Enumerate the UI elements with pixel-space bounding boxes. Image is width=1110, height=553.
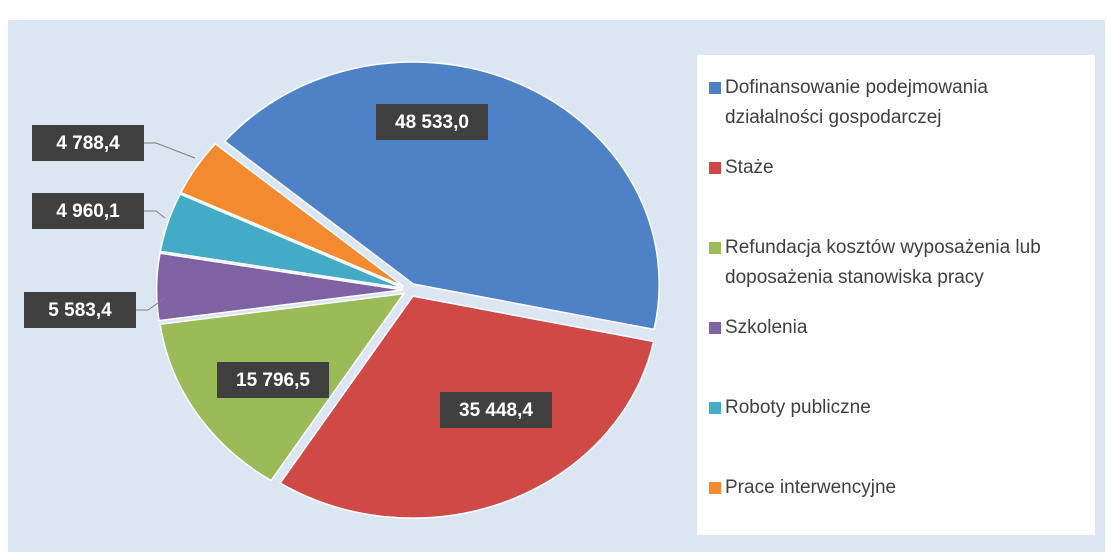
leader-line: [143, 142, 196, 159]
legend-item: Prace interwencyjne: [709, 473, 1083, 553]
data-label: 15 796,5: [236, 370, 310, 391]
legend-item: Refundacja kosztów wyposażenia lub dopos…: [709, 233, 1083, 313]
legend-label: Prace interwencyjne: [725, 477, 897, 498]
data-label-box: [440, 392, 552, 428]
legend-item: Roboty publiczne: [709, 393, 1083, 473]
legend-swatch: [709, 82, 721, 94]
pie-slice: [159, 193, 404, 289]
legend-label: Refundacja kosztów wyposażenia lub dopos…: [725, 237, 1041, 288]
data-label-box: [24, 292, 136, 328]
pie-slice: [155, 252, 403, 322]
data-label: 4 788,4: [56, 133, 120, 154]
data-label-box: [32, 193, 144, 229]
legend-label: Dofinansowanie podejmowania działalności…: [725, 77, 989, 128]
legend-label: Roboty publiczne: [725, 397, 871, 418]
legend-label: Staże: [725, 157, 774, 178]
data-label-box: [32, 125, 144, 161]
data-label-box: [376, 104, 488, 140]
legend-item: Szkolenia: [709, 313, 1083, 393]
legend-item: Staże: [709, 153, 1083, 233]
legend-swatch: [709, 162, 721, 174]
data-label: 35 448,4: [459, 400, 533, 421]
legend-swatch: [709, 322, 721, 334]
legend-item: Dofinansowanie podejmowania działalności…: [709, 73, 1083, 153]
legend: Dofinansowanie podejmowania działalności…: [697, 55, 1095, 535]
legend-swatch: [709, 242, 721, 254]
data-label-box: [217, 362, 329, 398]
pie-slice: [223, 61, 660, 331]
data-label: 4 960,1: [56, 201, 120, 222]
legend-swatch: [709, 482, 721, 494]
data-label: 48 533,0: [395, 112, 469, 133]
leader-line: [143, 210, 166, 219]
data-label: 5 583,4: [48, 300, 112, 321]
legend-label: Szkolenia: [725, 317, 808, 338]
legend-swatch: [709, 402, 721, 414]
leader-line: [135, 297, 166, 311]
pie-slice: [179, 142, 405, 288]
